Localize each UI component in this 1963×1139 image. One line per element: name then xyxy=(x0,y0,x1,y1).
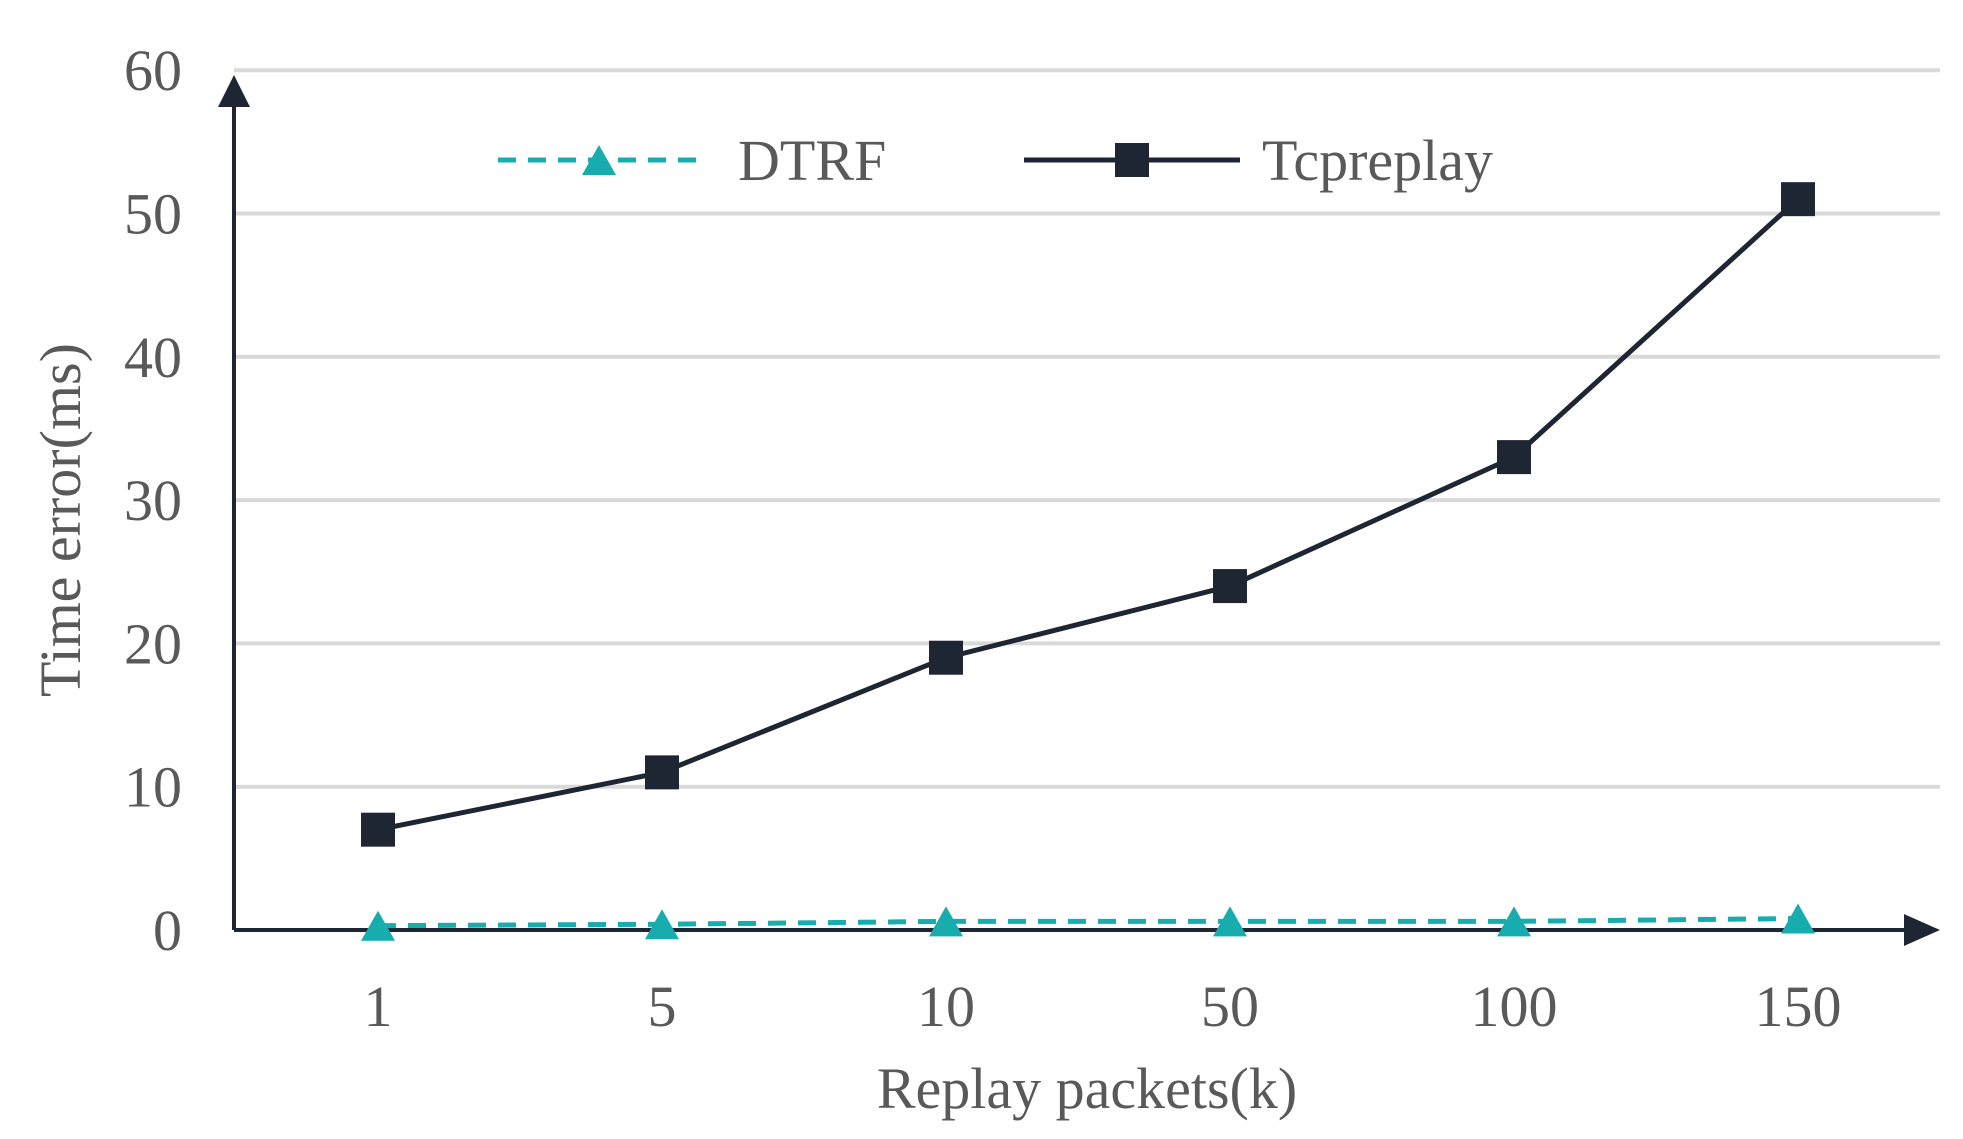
data-point-tcpreplay xyxy=(645,755,679,790)
series xyxy=(361,182,1815,941)
legend: DTRF Tcpreplay xyxy=(498,128,1493,193)
gridlines xyxy=(234,68,1940,789)
y-tick-label: 40 xyxy=(124,325,182,390)
axes xyxy=(218,75,1940,946)
x-tick-label: 100 xyxy=(1471,974,1558,1039)
x-tick-label: 5 xyxy=(648,974,677,1039)
legend-marker xyxy=(582,145,616,175)
legend-item-tcpreplay: Tcpreplay xyxy=(1024,128,1493,193)
x-axis-title: Replay packets(k) xyxy=(877,1056,1297,1121)
series-tcpreplay xyxy=(361,182,1815,847)
x-tick-label: 10 xyxy=(917,974,975,1039)
legend-marker xyxy=(1115,143,1149,177)
data-point-tcpreplay xyxy=(1213,569,1247,604)
x-tick-label: 1 xyxy=(364,974,393,1039)
series-dtrf xyxy=(361,903,1815,941)
y-tick-label: 20 xyxy=(124,611,182,676)
legend-item-dtrf: DTRF xyxy=(498,128,886,193)
y-tick-label: 10 xyxy=(124,755,182,820)
y-axis-arrowhead xyxy=(218,75,250,107)
x-tick-label: 150 xyxy=(1755,974,1842,1039)
data-point-tcpreplay xyxy=(1497,440,1531,475)
data-point-tcpreplay xyxy=(929,640,963,675)
y-tick-labels: 0 10 20 30 40 50 60 xyxy=(124,38,182,963)
legend-label: Tcpreplay xyxy=(1262,128,1493,193)
x-axis-arrowhead xyxy=(1904,914,1940,946)
y-tick-label: 0 xyxy=(153,898,182,963)
x-tick-labels: 1 5 10 50 100 150 xyxy=(364,974,1842,1039)
data-point-dtrf xyxy=(1497,906,1531,937)
data-point-dtrf xyxy=(361,910,395,941)
y-tick-label: 30 xyxy=(124,468,182,533)
series-line-dtrf xyxy=(377,916,1799,929)
y-tick-label: 60 xyxy=(124,38,182,103)
series-line-tcpreplay xyxy=(377,197,1800,833)
legend-label: DTRF xyxy=(738,128,886,193)
data-point-tcpreplay xyxy=(1781,182,1815,217)
data-point-dtrf xyxy=(645,909,679,940)
data-point-dtrf xyxy=(929,906,963,937)
y-axis-title: Time error(ms) xyxy=(28,343,93,697)
data-point-dtrf xyxy=(1213,906,1247,937)
data-point-tcpreplay xyxy=(361,812,395,847)
y-tick-label: 50 xyxy=(124,182,182,247)
x-tick-label: 50 xyxy=(1201,974,1259,1039)
data-point-dtrf xyxy=(1781,903,1815,934)
